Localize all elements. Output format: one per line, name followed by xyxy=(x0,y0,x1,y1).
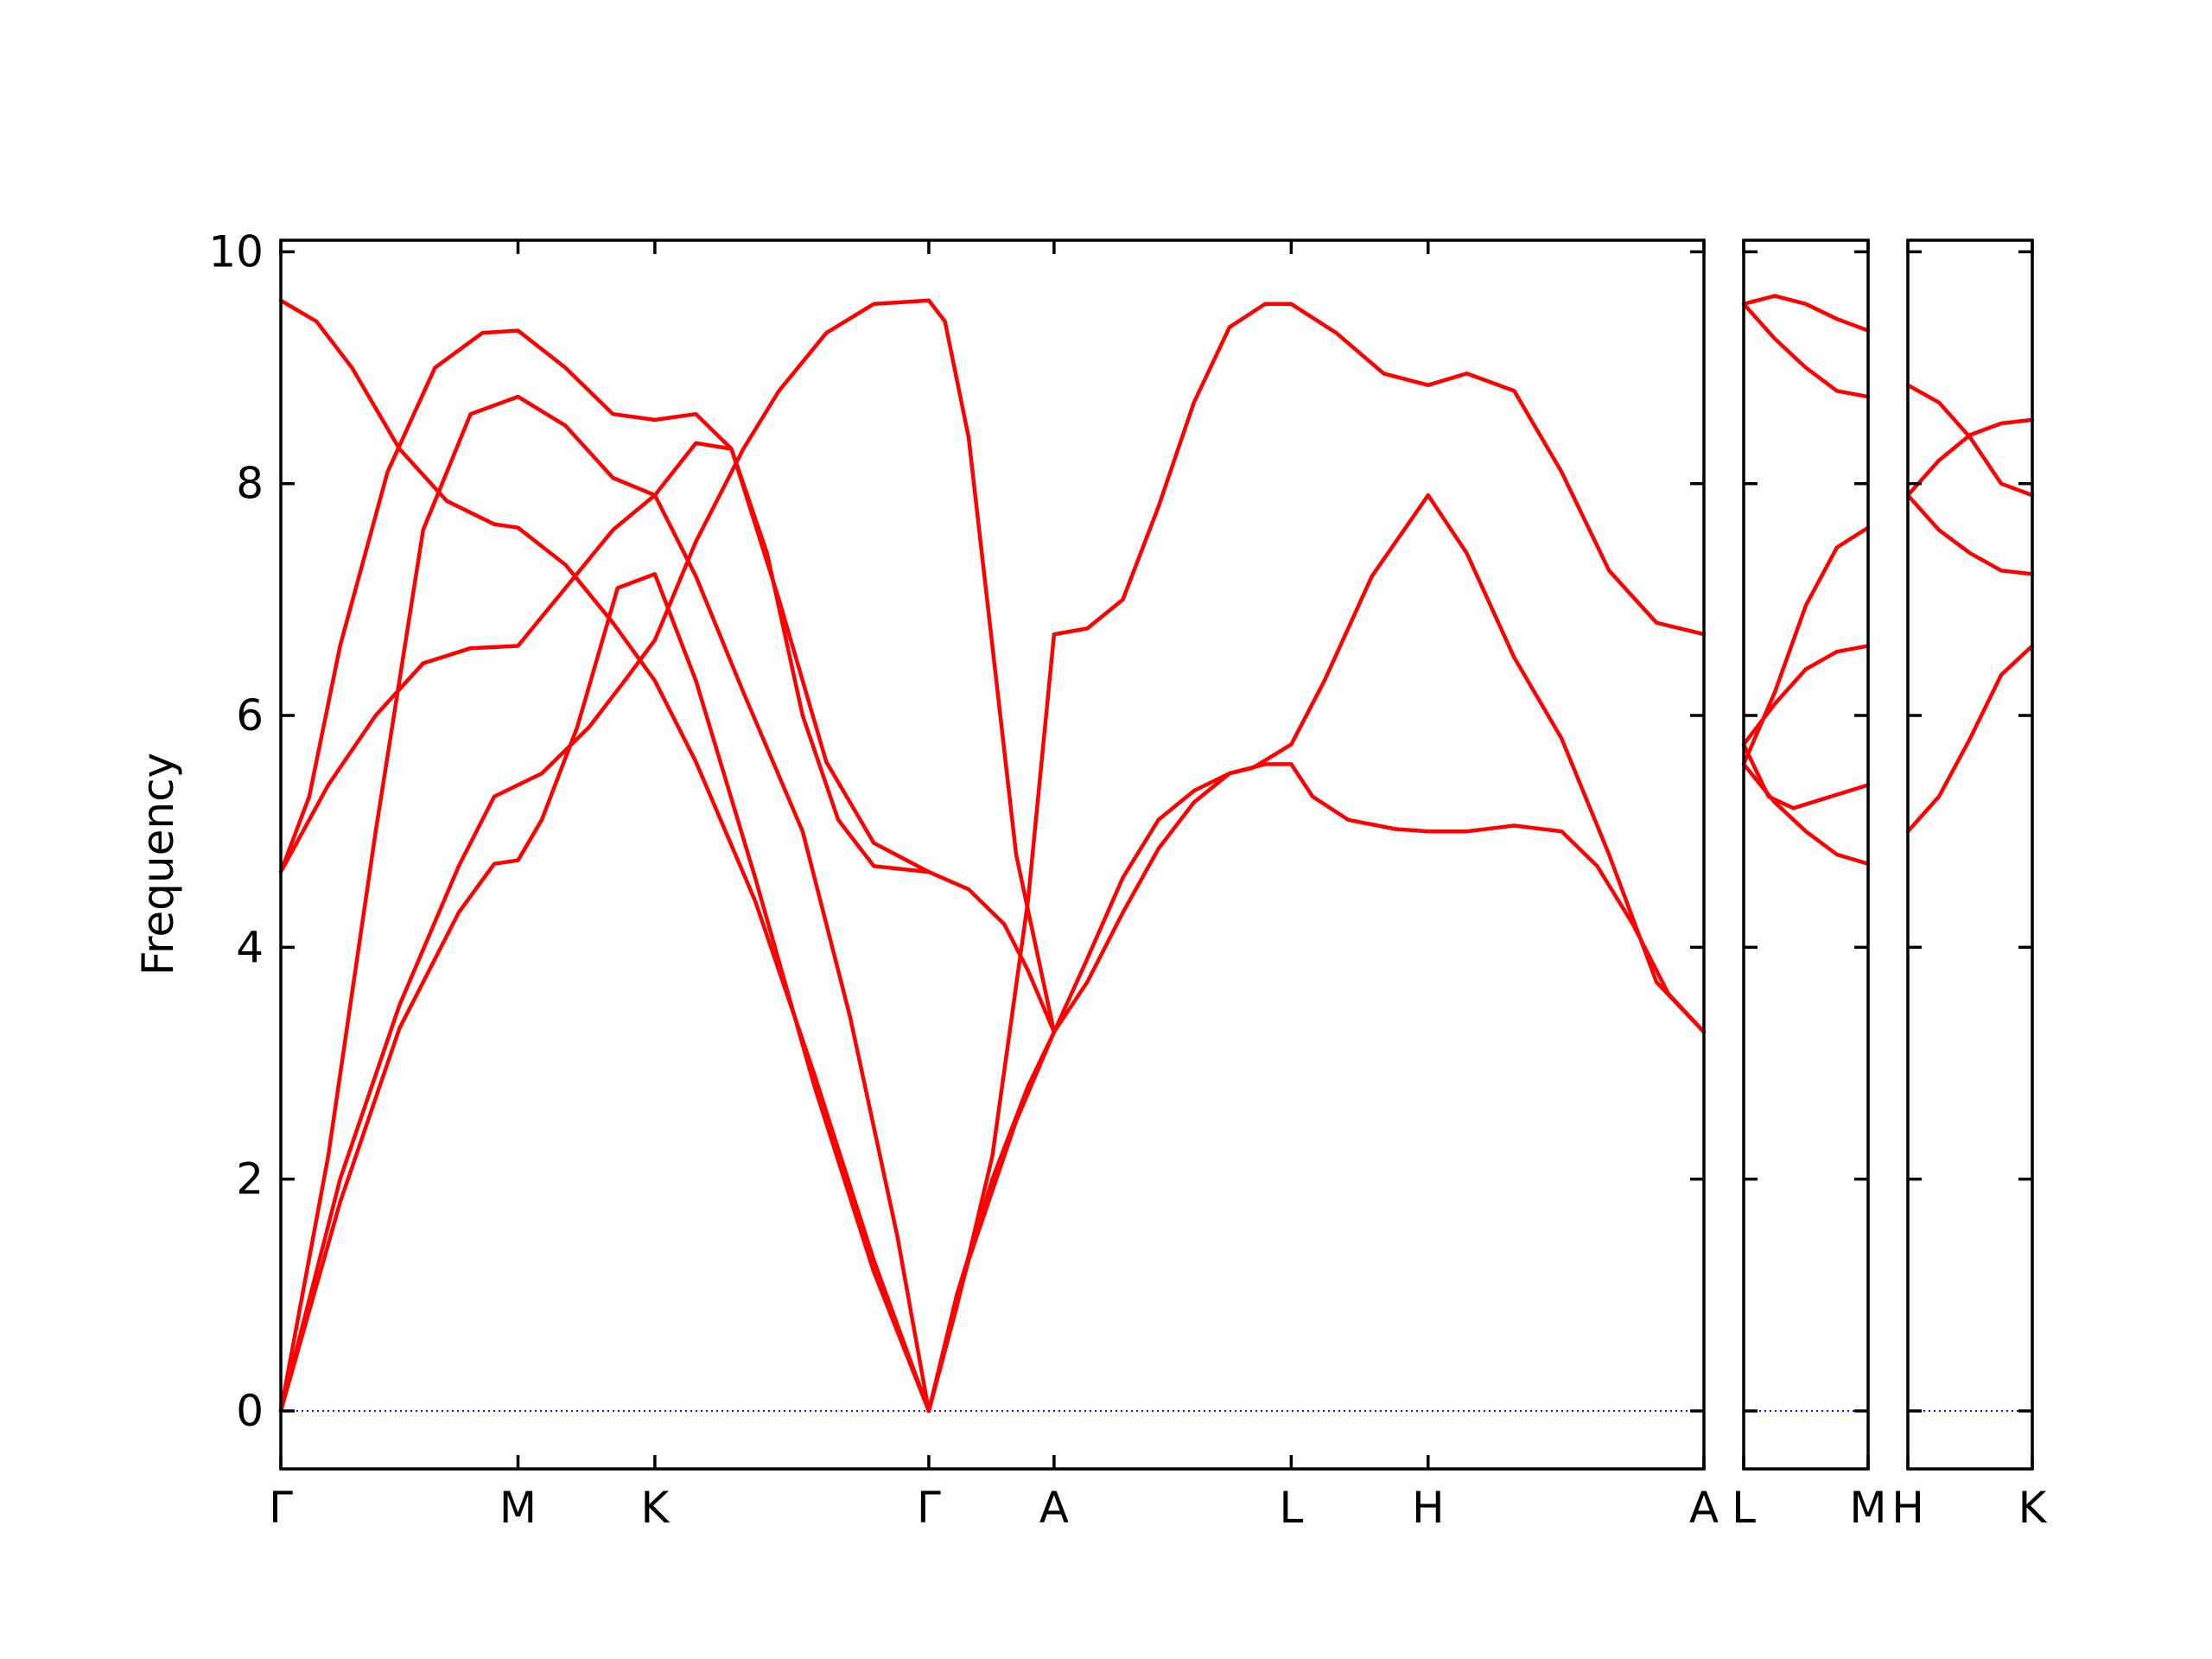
phonon-band xyxy=(278,328,931,874)
panel-frame xyxy=(1906,238,2034,1471)
phonon-band xyxy=(278,441,931,874)
phonon-band xyxy=(926,493,1707,1414)
phonon-band xyxy=(1741,762,1871,866)
phonon-band xyxy=(1905,493,2035,576)
phonon-band xyxy=(926,762,1707,1414)
phonon-band xyxy=(278,298,931,1414)
phonon-band xyxy=(926,298,1057,1034)
y-tick-label: 10 xyxy=(208,226,264,276)
k-point-label: A xyxy=(1689,1483,1719,1533)
phonon-band xyxy=(1905,417,2035,498)
k-point-label: K xyxy=(2018,1483,2048,1533)
k-point-label: A xyxy=(1039,1483,1069,1533)
k-point-label: K xyxy=(640,1483,670,1533)
y-tick-label: 4 xyxy=(236,922,264,972)
phonon-band xyxy=(1741,742,1871,810)
phonon-band xyxy=(1741,644,1871,747)
phonon-band xyxy=(278,394,931,1414)
phonon-band xyxy=(278,572,931,1414)
phonon-band xyxy=(1905,644,2035,834)
y-tick-label: 2 xyxy=(236,1154,264,1205)
y-tick-labels: 0 2 4 6 8 10 xyxy=(208,226,264,1436)
y-axis-label: Frequency xyxy=(133,753,183,976)
y-tick-label: 6 xyxy=(236,690,264,741)
k-point-label: L xyxy=(1732,1483,1756,1533)
k-point-label: H xyxy=(1412,1483,1445,1533)
k-point-label: L xyxy=(1279,1483,1303,1533)
panel-frame xyxy=(1742,238,1870,1471)
phonon-band xyxy=(278,298,931,1414)
phonon-band xyxy=(926,302,1707,1414)
k-point-label: H xyxy=(1891,1483,1924,1533)
panel-frame xyxy=(279,238,1706,1471)
k-point-label: M xyxy=(1849,1483,1886,1533)
phonon-band xyxy=(1741,302,1871,399)
k-point-label: Γ xyxy=(269,1483,293,1533)
phonon-band xyxy=(1741,525,1871,766)
k-point-label: M xyxy=(499,1483,537,1533)
phonon-band xyxy=(1741,294,1871,333)
y-tick-label: 8 xyxy=(236,459,264,509)
y-tick-label: 0 xyxy=(236,1386,264,1436)
k-point-label: Γ xyxy=(917,1483,941,1533)
phonon-band xyxy=(1905,383,2035,498)
